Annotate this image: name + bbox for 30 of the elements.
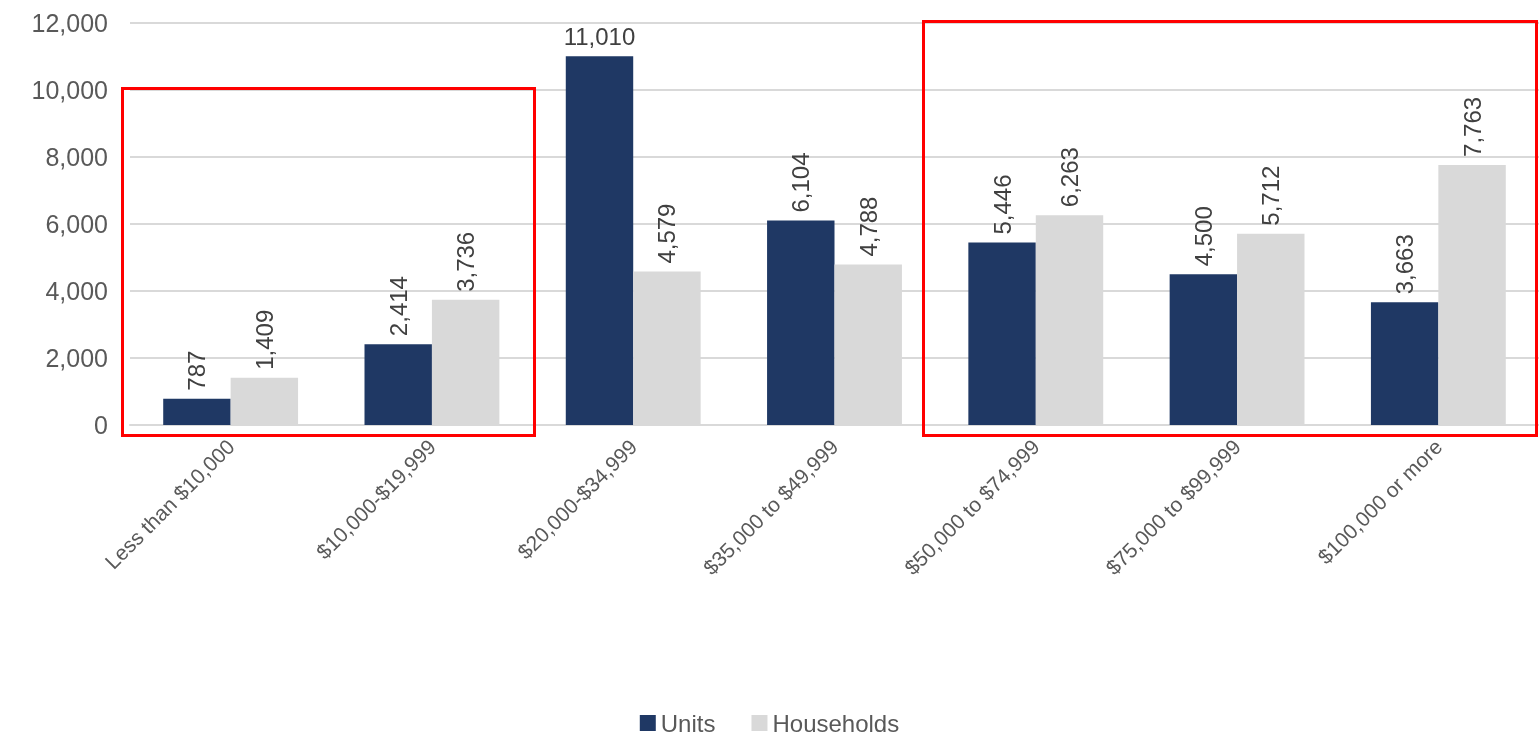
data-label: 1,409 xyxy=(250,309,278,370)
data-label: 5,712 xyxy=(1257,165,1285,226)
bar xyxy=(364,344,432,425)
bar xyxy=(1169,274,1238,425)
data-label: 11,010 xyxy=(563,22,636,50)
data-label: 787 xyxy=(183,350,211,391)
y-tick-label: 4,000 xyxy=(45,277,108,305)
y-tick-label: 0 xyxy=(94,411,108,439)
bar xyxy=(968,242,1036,425)
bar xyxy=(565,56,634,425)
data-label: 3,663 xyxy=(1391,234,1419,295)
y-tick-label: 8,000 xyxy=(45,143,108,171)
y-tick-label: 2,000 xyxy=(45,344,108,372)
y-tick-label: 6,000 xyxy=(45,210,108,238)
legend-label: Units xyxy=(660,709,716,737)
data-label: 2,414 xyxy=(384,276,412,337)
legend-label: Households xyxy=(772,709,900,737)
data-label: 4,788 xyxy=(854,196,882,257)
bar xyxy=(163,398,231,425)
data-label: 7,763 xyxy=(1458,96,1486,157)
data-label: 6,104 xyxy=(787,152,815,213)
y-tick-label: 10,000 xyxy=(31,76,108,104)
data-label: 4,500 xyxy=(1189,206,1217,267)
y-tick-label: 12,000 xyxy=(31,9,108,37)
data-label: 6,263 xyxy=(1056,147,1083,208)
data-label: 4,579 xyxy=(653,203,681,264)
bar xyxy=(1370,302,1439,425)
data-label: 3,736 xyxy=(452,231,480,292)
data-label: 5,446 xyxy=(988,174,1016,235)
bar xyxy=(767,220,835,425)
